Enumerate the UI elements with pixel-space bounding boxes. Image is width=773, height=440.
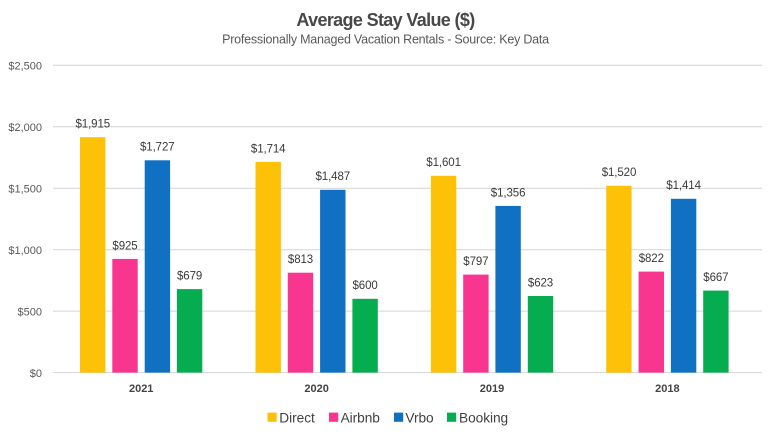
svg-text:2019: 2019 [480,383,504,395]
svg-text:$1,915: $1,915 [76,119,111,131]
svg-text:Direct: Direct [279,410,315,425]
svg-text:$1,714: $1,714 [251,143,286,155]
svg-text:$0: $0 [30,368,42,380]
svg-text:$1,727: $1,727 [140,142,175,154]
svg-text:$2,000: $2,000 [8,122,42,134]
svg-text:2020: 2020 [304,383,328,395]
svg-text:$679: $679 [177,271,202,283]
svg-text:2018: 2018 [655,383,679,395]
svg-text:$1,000: $1,000 [8,245,42,257]
svg-text:$2,500: $2,500 [8,61,42,73]
svg-text:$797: $797 [463,256,488,268]
svg-text:$500: $500 [18,306,42,318]
svg-text:$600: $600 [353,280,378,292]
svg-text:2021: 2021 [129,383,153,395]
svg-text:Vrbo: Vrbo [405,410,434,425]
svg-text:Professionally Managed Vacatio: Professionally Managed Vacation Rentals … [222,33,549,47]
svg-text:$925: $925 [112,240,137,252]
svg-text:$667: $667 [703,272,728,284]
svg-text:$1,601: $1,601 [426,157,461,169]
svg-text:$1,500: $1,500 [8,184,42,196]
svg-text:$813: $813 [288,254,313,266]
svg-text:Average Stay Value ($): Average Stay Value ($) [296,10,475,30]
svg-text:$822: $822 [639,253,664,265]
svg-text:$1,520: $1,520 [602,167,637,179]
svg-text:$1,487: $1,487 [316,171,351,183]
svg-text:Airbnb: Airbnb [341,410,381,425]
svg-text:$1,356: $1,356 [491,187,526,199]
svg-text:$623: $623 [528,277,553,289]
svg-text:$1,414: $1,414 [666,180,701,192]
svg-text:Booking: Booking [459,410,508,425]
